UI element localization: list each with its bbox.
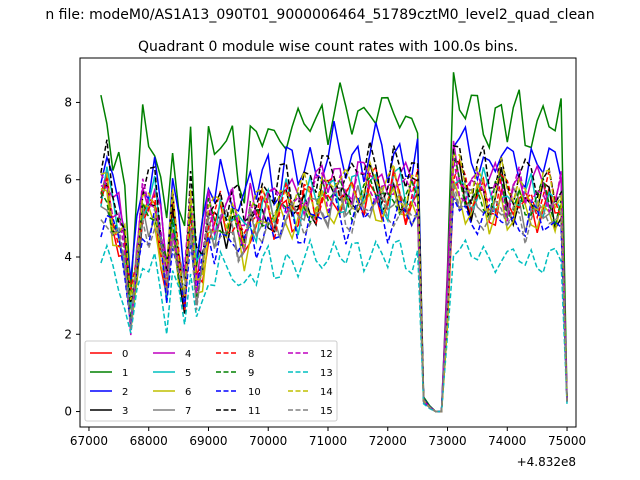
x-offset-label: +4.832e8 — [517, 455, 576, 469]
series-line-13 — [100, 237, 568, 413]
legend-label-8: 8 — [248, 349, 254, 360]
legend-label-10: 10 — [248, 387, 261, 398]
legend-frame — [84, 340, 338, 422]
plot-lines — [100, 72, 568, 413]
legend-label-15: 15 — [320, 406, 333, 417]
legend-label-1: 1 — [122, 368, 128, 379]
x-tick-label: 69000 — [189, 434, 227, 448]
suptitle: n file: modeM0/AS1A13_090T01_9000006464_… — [45, 7, 594, 23]
legend-label-2: 2 — [122, 387, 128, 398]
legend-label-13: 13 — [320, 368, 333, 379]
series-line-6 — [100, 180, 568, 413]
y-tick-label: 2 — [64, 327, 72, 341]
legend-label-12: 12 — [320, 349, 333, 360]
legend-label-7: 7 — [185, 406, 191, 417]
y-tick-label: 4 — [64, 250, 72, 264]
legend-label-6: 6 — [185, 387, 191, 398]
x-tick-label: 73000 — [428, 434, 466, 448]
legend-label-4: 4 — [185, 349, 191, 360]
x-tick-label: 71000 — [309, 434, 347, 448]
legend-label-14: 14 — [320, 387, 333, 398]
series-line-14 — [100, 153, 568, 413]
y-tick-label: 8 — [64, 95, 72, 109]
series-line-15 — [100, 182, 568, 413]
x-tick-label: 67000 — [70, 434, 108, 448]
y-tick-label: 0 — [64, 405, 72, 419]
x-tick-label: 75000 — [548, 434, 586, 448]
x-axis: 67000 68000 69000 70000 71000 72000 73000 74000… — [70, 427, 586, 448]
x-tick-label: 72000 — [369, 434, 407, 448]
x-tick-label: 74000 — [488, 434, 526, 448]
x-tick-label: 68000 — [130, 434, 168, 448]
x-tick-label: 70000 — [249, 434, 287, 448]
legend-label-0: 0 — [122, 349, 128, 360]
legend-label-5: 5 — [185, 368, 191, 379]
y-axis: 0 2 4 6 8 — [64, 95, 80, 419]
legend-label-3: 3 — [122, 406, 128, 417]
chart-title: Quadrant 0 module wise count rates with … — [138, 39, 518, 55]
series-line-2 — [100, 120, 568, 413]
legend-label-11: 11 — [248, 406, 261, 417]
legend-label-9: 9 — [248, 368, 254, 379]
y-tick-label: 6 — [64, 173, 72, 187]
